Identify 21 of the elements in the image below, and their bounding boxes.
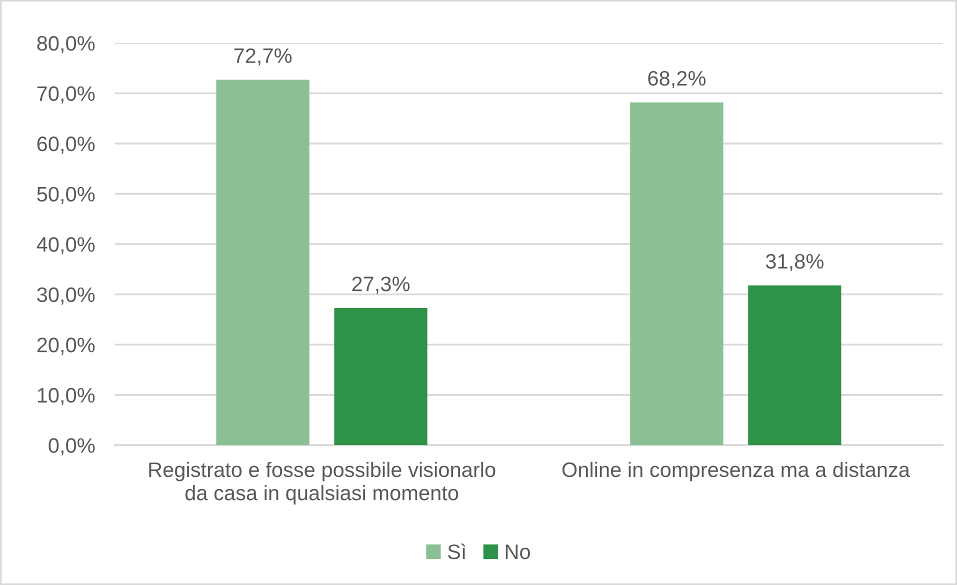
- data-label: 31,8%: [766, 254, 824, 272]
- legend-label: No: [506, 544, 530, 560]
- x-tick-label: Registrato e fosse possibile visionarlo da casa in qualsiasi momento: [149, 462, 496, 504]
- bar: [630, 102, 724, 446]
- bar: [334, 308, 428, 446]
- y-tick-label: 20,0%: [37, 338, 95, 355]
- y-tick-label: 70,0%: [37, 86, 95, 104]
- y-tick-label: 0,0%: [48, 438, 95, 456]
- y-tick-label: 80,0%: [37, 36, 95, 54]
- y-tick-label: 40,0%: [36, 237, 95, 254]
- y-tick-label: 60,0%: [37, 136, 95, 154]
- bar: [216, 80, 310, 446]
- y-tick-label: 50,0%: [37, 186, 95, 204]
- data-label: 68,2%: [648, 70, 706, 88]
- x-tick-label: Online in compresenza ma a distanza: [562, 462, 910, 482]
- data-label: 27,3%: [352, 276, 410, 294]
- bar: [748, 285, 842, 446]
- y-tick-label: 30,0%: [37, 287, 95, 305]
- y-tick-label: 10,0%: [38, 388, 95, 406]
- legend-label: Sì: [448, 544, 466, 560]
- data-label: 72,7%: [234, 48, 292, 66]
